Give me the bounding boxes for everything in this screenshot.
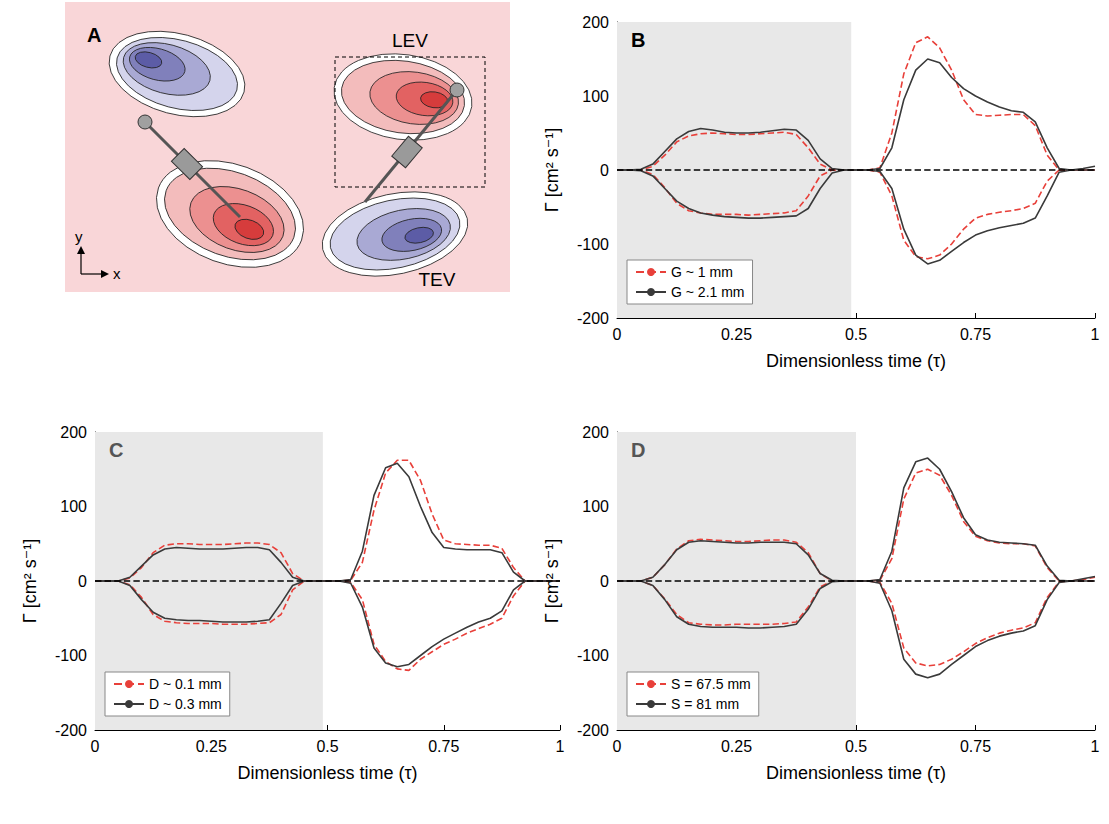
svg-text:1: 1 <box>556 738 565 755</box>
svg-text:0.75: 0.75 <box>428 738 459 755</box>
svg-text:0: 0 <box>78 573 87 590</box>
svg-text:0.25: 0.25 <box>721 326 752 343</box>
svg-text:G ~ 2.1 mm: G ~ 2.1 mm <box>671 284 745 300</box>
svg-text:Γ [cm² s⁻¹]: Γ [cm² s⁻¹] <box>542 128 562 212</box>
svg-text:LEV: LEV <box>392 30 428 51</box>
svg-text:1: 1 <box>1091 326 1100 343</box>
svg-text:S = 67.5 mm: S = 67.5 mm <box>671 676 751 692</box>
svg-text:C: C <box>109 439 123 461</box>
svg-text:0.75: 0.75 <box>960 738 991 755</box>
svg-text:-200: -200 <box>577 722 609 739</box>
svg-text:Dimensionless time (τ): Dimensionless time (τ) <box>766 351 946 371</box>
svg-text:100: 100 <box>582 498 609 515</box>
svg-text:0: 0 <box>600 573 609 590</box>
svg-text:0.75: 0.75 <box>960 326 991 343</box>
svg-text:TEV: TEV <box>419 269 456 290</box>
svg-text:S = 81 mm: S = 81 mm <box>671 696 739 712</box>
svg-text:-100: -100 <box>577 647 609 664</box>
svg-text:0.5: 0.5 <box>845 326 867 343</box>
svg-text:-200: -200 <box>55 722 87 739</box>
svg-text:-200: -200 <box>577 310 609 327</box>
svg-text:x: x <box>113 265 121 282</box>
svg-text:0.25: 0.25 <box>196 738 227 755</box>
svg-text:Dimensionless time (τ): Dimensionless time (τ) <box>766 763 946 783</box>
svg-text:0: 0 <box>600 162 609 179</box>
svg-text:200: 200 <box>582 424 609 441</box>
svg-text:0: 0 <box>613 738 622 755</box>
svg-text:0.5: 0.5 <box>845 738 867 755</box>
svg-text:0.25: 0.25 <box>721 738 752 755</box>
svg-text:G ~ 1 mm: G ~ 1 mm <box>671 264 733 280</box>
svg-text:D: D <box>631 439 645 461</box>
svg-text:-100: -100 <box>55 647 87 664</box>
svg-text:y: y <box>75 228 83 245</box>
svg-text:Dimensionless time (τ): Dimensionless time (τ) <box>237 763 417 783</box>
svg-text:-100: -100 <box>577 236 609 253</box>
svg-text:200: 200 <box>60 424 87 441</box>
svg-text:B: B <box>631 29 645 51</box>
svg-text:0: 0 <box>613 326 622 343</box>
svg-text:100: 100 <box>60 498 87 515</box>
svg-text:D ~ 0.3 mm: D ~ 0.3 mm <box>149 696 222 712</box>
svg-text:A: A <box>87 24 101 46</box>
svg-text:200: 200 <box>582 14 609 31</box>
svg-text:D ~ 0.1 mm: D ~ 0.1 mm <box>149 676 222 692</box>
svg-text:0.5: 0.5 <box>316 738 338 755</box>
svg-text:Γ [cm² s⁻¹]: Γ [cm² s⁻¹] <box>20 539 40 623</box>
svg-text:1: 1 <box>1091 738 1100 755</box>
svg-text:Γ [cm² s⁻¹]: Γ [cm² s⁻¹] <box>542 538 562 624</box>
svg-text:0: 0 <box>91 738 100 755</box>
svg-text:100: 100 <box>582 88 609 105</box>
